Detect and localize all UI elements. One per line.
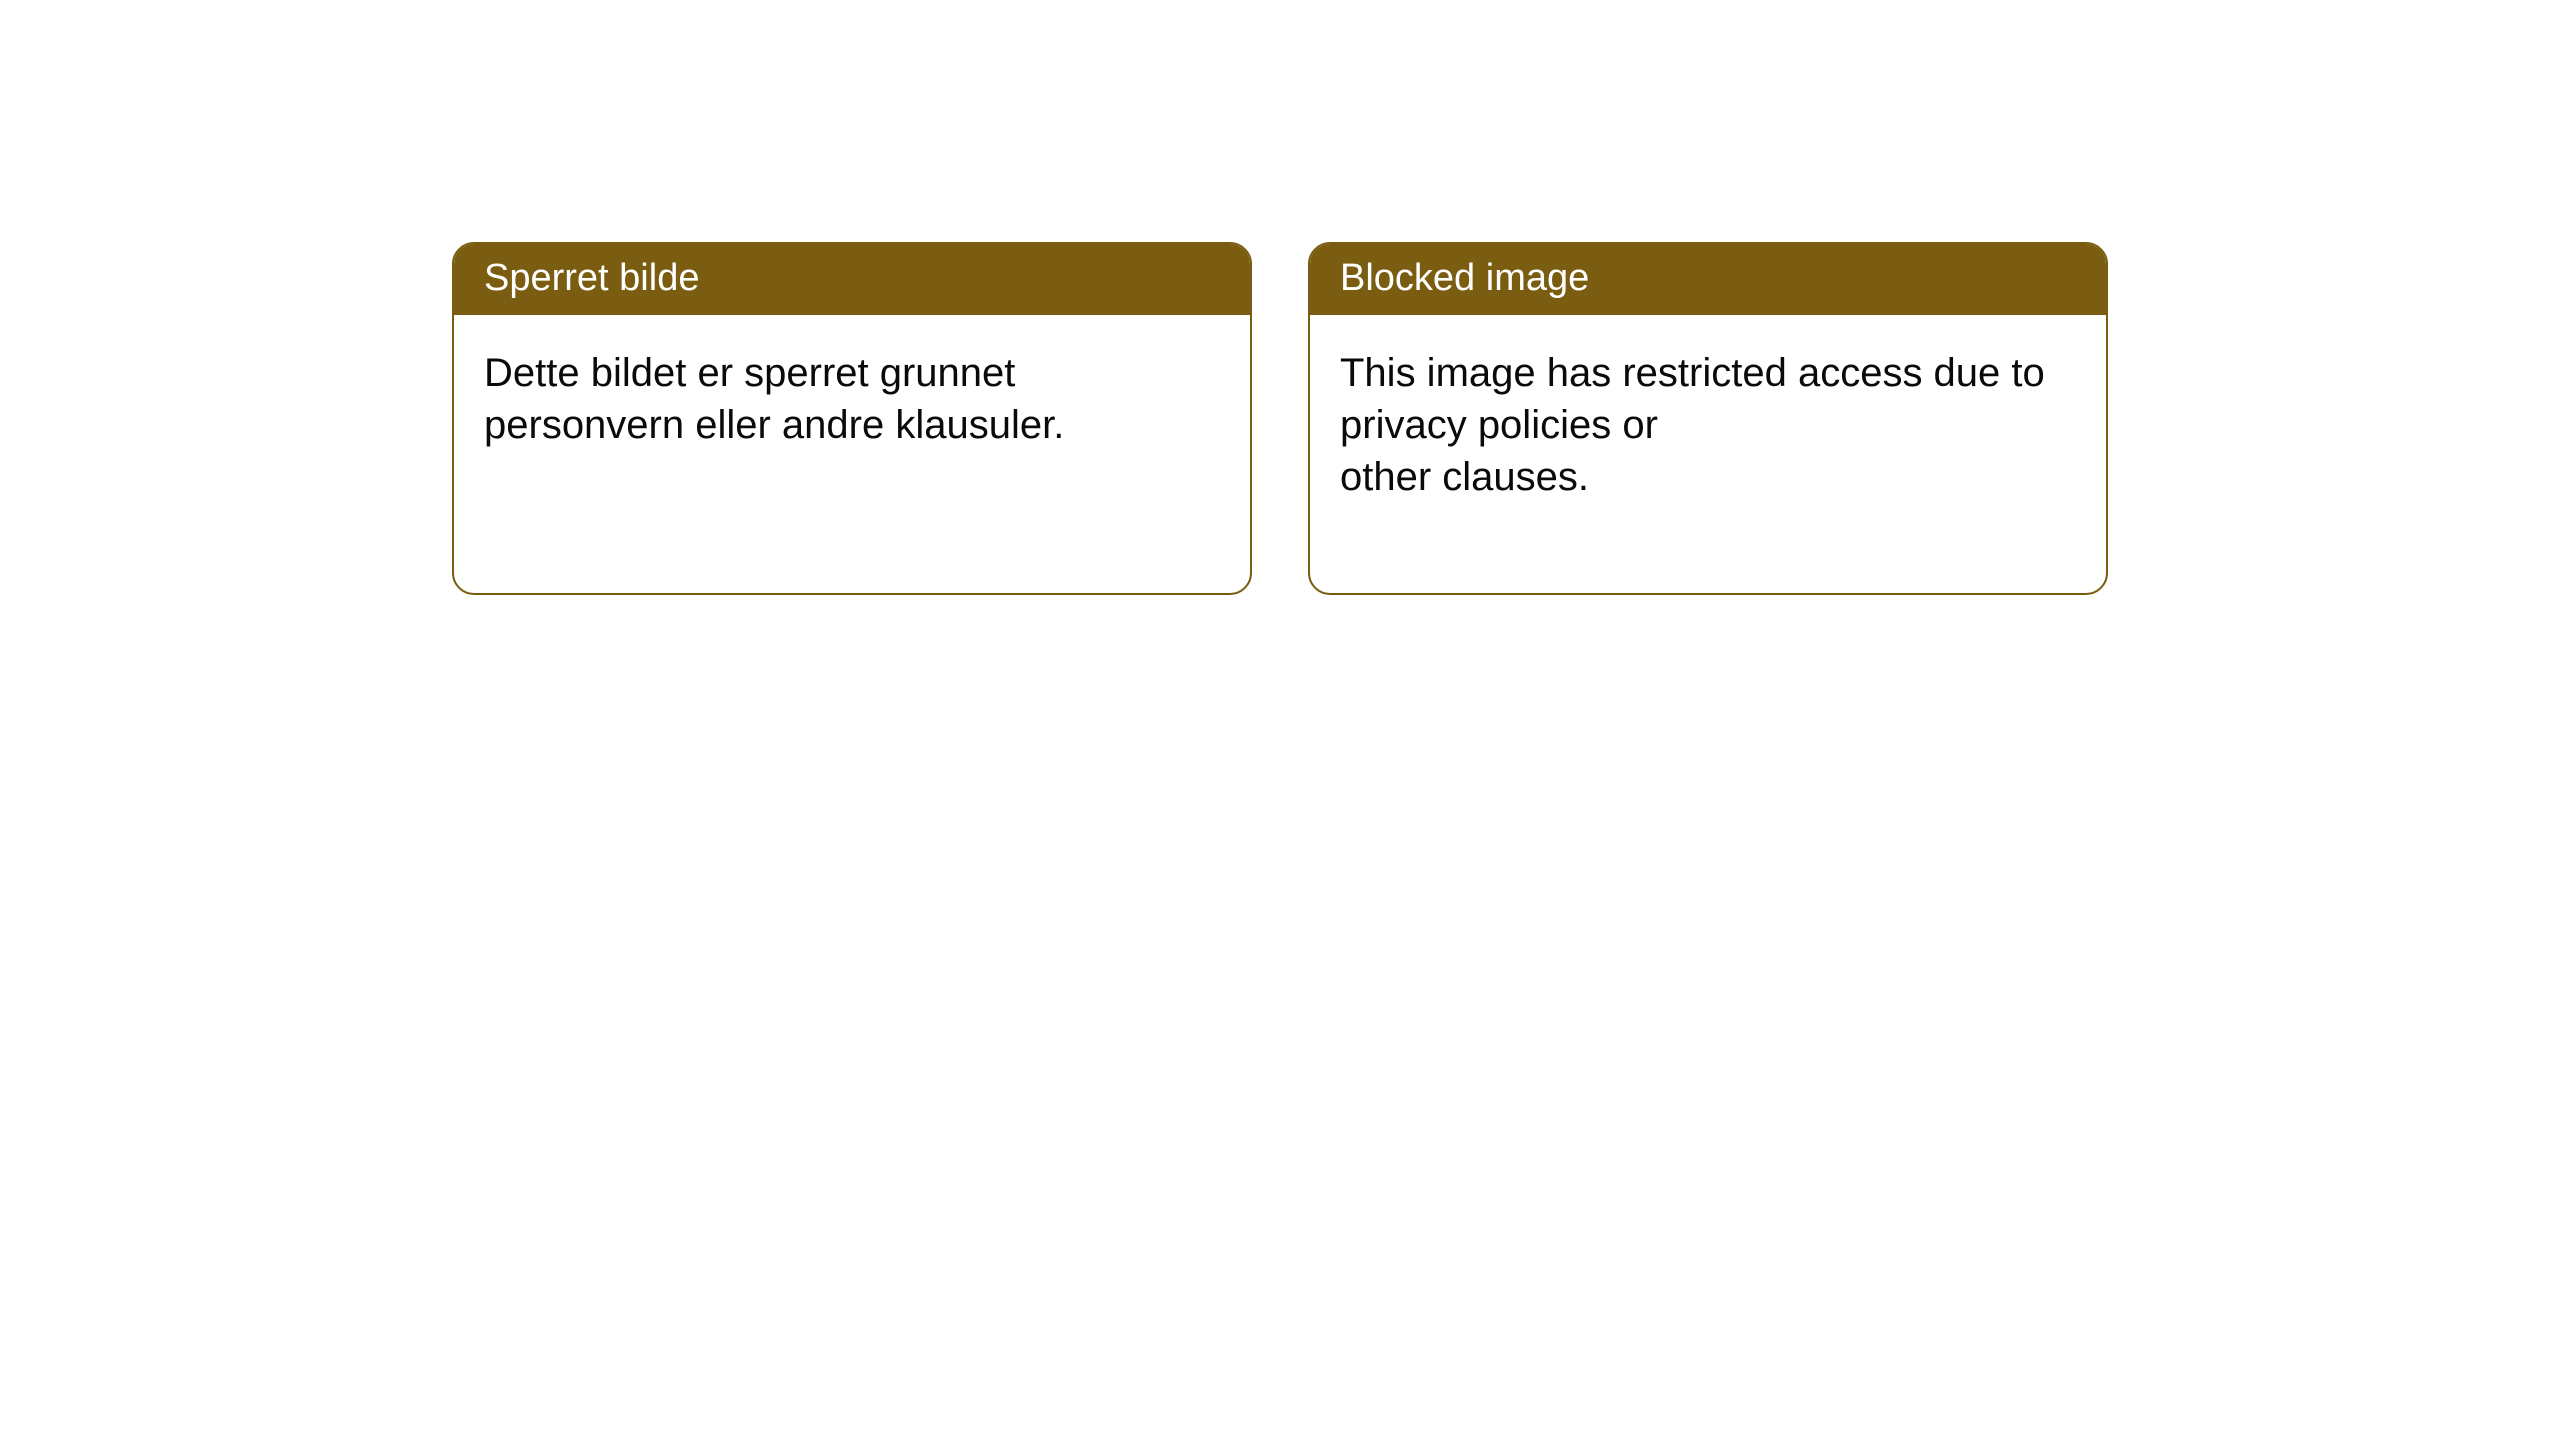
notice-card-body: This image has restricted access due to … xyxy=(1310,315,2106,593)
notice-card-title: Sperret bilde xyxy=(454,244,1250,315)
notice-card-en: Blocked image This image has restricted … xyxy=(1308,242,2108,595)
notice-card-title: Blocked image xyxy=(1310,244,2106,315)
notice-cards-row: Sperret bilde Dette bildet er sperret gr… xyxy=(452,242,2108,595)
notice-card-body: Dette bildet er sperret grunnet personve… xyxy=(454,315,1250,541)
notice-card-no: Sperret bilde Dette bildet er sperret gr… xyxy=(452,242,1252,595)
